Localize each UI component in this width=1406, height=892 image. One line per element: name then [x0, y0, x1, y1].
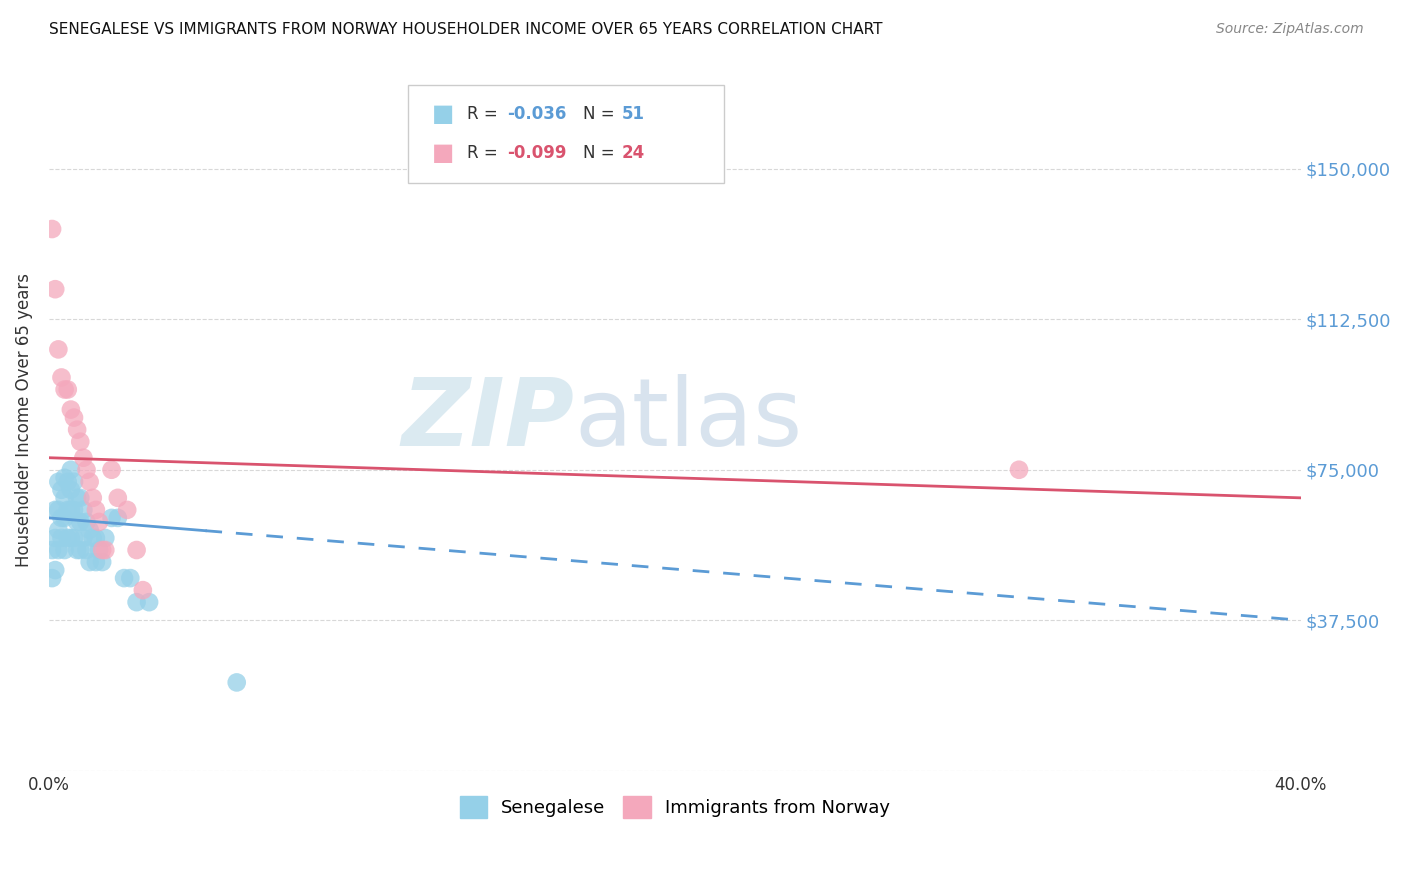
- Text: -0.099: -0.099: [508, 145, 567, 162]
- Point: [48, 543, 70, 558]
- Text: ■: ■: [432, 142, 454, 165]
- Text: ZIP: ZIP: [402, 374, 575, 466]
- Point: [51, 531, 73, 545]
- Point: [91, 543, 114, 558]
- Text: R =: R =: [467, 145, 503, 162]
- Point: [72, 531, 94, 545]
- Point: [44, 282, 66, 296]
- Legend: Senegalese, Immigrants from Norway: Senegalese, Immigrants from Norway: [453, 789, 897, 825]
- Point: [59, 531, 82, 545]
- Point: [115, 503, 138, 517]
- Point: [56, 531, 79, 545]
- Point: [53, 511, 76, 525]
- Point: [120, 571, 142, 585]
- Point: [59, 402, 82, 417]
- Point: [76, 515, 98, 529]
- Point: [48, 475, 70, 489]
- Point: [48, 503, 70, 517]
- Point: [84, 531, 107, 545]
- Point: [69, 543, 91, 558]
- Point: [48, 343, 70, 357]
- Point: [87, 543, 110, 558]
- Point: [59, 503, 82, 517]
- Point: [112, 571, 135, 585]
- Point: [138, 595, 160, 609]
- Point: [72, 503, 94, 517]
- Text: R =: R =: [467, 105, 503, 123]
- Text: atlas: atlas: [575, 374, 803, 466]
- Point: [66, 423, 89, 437]
- Point: [125, 595, 148, 609]
- Point: [66, 515, 89, 529]
- Point: [51, 511, 73, 525]
- Point: [107, 511, 129, 525]
- Text: Source: ZipAtlas.com: Source: ZipAtlas.com: [1216, 22, 1364, 37]
- Text: -0.036: -0.036: [508, 105, 567, 123]
- Point: [44, 563, 66, 577]
- Text: N =: N =: [583, 145, 620, 162]
- Point: [53, 543, 76, 558]
- Point: [100, 463, 122, 477]
- Point: [66, 543, 89, 558]
- Point: [51, 370, 73, 384]
- Point: [82, 491, 104, 505]
- Point: [84, 555, 107, 569]
- Point: [41, 571, 63, 585]
- Point: [76, 463, 98, 477]
- Text: 24: 24: [621, 145, 645, 162]
- Point: [53, 471, 76, 485]
- Point: [56, 475, 79, 489]
- Y-axis label: Householder Income Over 65 years: Householder Income Over 65 years: [15, 273, 32, 566]
- Point: [44, 531, 66, 545]
- Point: [79, 523, 101, 537]
- Text: ■: ■: [432, 103, 454, 126]
- Point: [59, 463, 82, 477]
- Point: [63, 475, 86, 489]
- Point: [87, 515, 110, 529]
- Point: [107, 491, 129, 505]
- Point: [53, 383, 76, 397]
- Point: [44, 503, 66, 517]
- Point: [69, 515, 91, 529]
- Point: [225, 675, 247, 690]
- Point: [79, 475, 101, 489]
- Text: SENEGALESE VS IMMIGRANTS FROM NORWAY HOUSEHOLDER INCOME OVER 65 YEARS CORRELATIO: SENEGALESE VS IMMIGRANTS FROM NORWAY HOU…: [49, 22, 883, 37]
- Point: [41, 543, 63, 558]
- Point: [91, 555, 114, 569]
- Point: [56, 383, 79, 397]
- Point: [69, 434, 91, 449]
- Point: [66, 491, 89, 505]
- Text: 51: 51: [621, 105, 644, 123]
- Point: [79, 555, 101, 569]
- Point: [63, 410, 86, 425]
- Point: [76, 543, 98, 558]
- Point: [51, 483, 73, 497]
- Point: [53, 491, 76, 505]
- Point: [72, 450, 94, 465]
- Point: [100, 511, 122, 525]
- Point: [82, 531, 104, 545]
- Point: [125, 543, 148, 558]
- Point: [48, 523, 70, 537]
- Point: [132, 583, 155, 598]
- Point: [94, 531, 117, 545]
- Point: [94, 543, 117, 558]
- Point: [84, 503, 107, 517]
- Point: [59, 483, 82, 497]
- Text: N =: N =: [583, 105, 620, 123]
- Point: [63, 503, 86, 517]
- Point: [1008, 463, 1031, 477]
- Point: [41, 222, 63, 236]
- Point: [56, 503, 79, 517]
- Point: [63, 531, 86, 545]
- Point: [69, 491, 91, 505]
